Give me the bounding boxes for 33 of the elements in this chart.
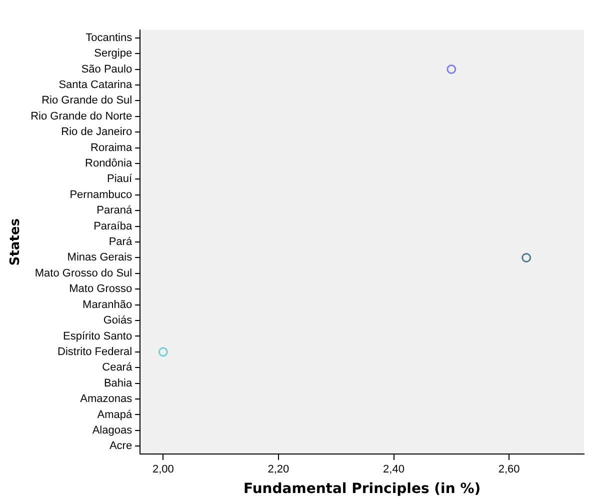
y-tick-label: Piauí (107, 173, 134, 186)
y-tick-label: Paraná (96, 204, 133, 217)
y-tick-label: Rio Grande do Sul (42, 94, 132, 107)
y-tick-label: Mato Grosso do Sul (34, 267, 132, 280)
y-tick-label: Sergipe (94, 48, 132, 60)
y-tick-label: Distrito Federal (58, 346, 132, 358)
y-tick-label: Pará (108, 236, 133, 248)
y-tick-label: Ceará (102, 362, 133, 374)
y-tick-label: Santa Catarina (58, 78, 133, 91)
y-tick-label: São Paulo (81, 63, 132, 76)
x-tick-label: 2,40 (383, 464, 404, 476)
y-tick-label: Tocantins (86, 32, 133, 44)
x-tick-label: 2,20 (268, 464, 290, 476)
y-tick-label: Minas Gerais (67, 252, 133, 264)
y-tick-label: Bahia (104, 377, 133, 390)
y-tick-label: Maranhão (82, 298, 132, 311)
y-tick-label: Roraima (90, 142, 133, 154)
y-tick-label: Goiás (103, 314, 133, 327)
y-tick-label: Rondônia (85, 158, 133, 170)
x-tick-label: 2,60 (498, 464, 520, 476)
y-tick-label: Alagoas (92, 424, 133, 436)
y-tick-label: Paraíba (94, 220, 133, 232)
y-tick-label: Rio Grande do Norte (30, 110, 132, 122)
y-tick-label: Amapá (97, 408, 133, 421)
x-axis-title: Fundamental Principles (in %) (243, 481, 481, 498)
y-tick-label: Acre (109, 440, 132, 452)
y-tick-label: Amazonas (80, 393, 133, 406)
x-tick-label: 2,00 (152, 464, 174, 476)
y-tick-label: Mato Grosso (69, 283, 132, 296)
y-tick-label: Espírito Santo (63, 330, 132, 342)
y-axis-title: States (8, 218, 24, 266)
y-tick-label: Rio de Janeiro (61, 126, 132, 138)
y-tick-label: Pernambuco (70, 188, 132, 201)
